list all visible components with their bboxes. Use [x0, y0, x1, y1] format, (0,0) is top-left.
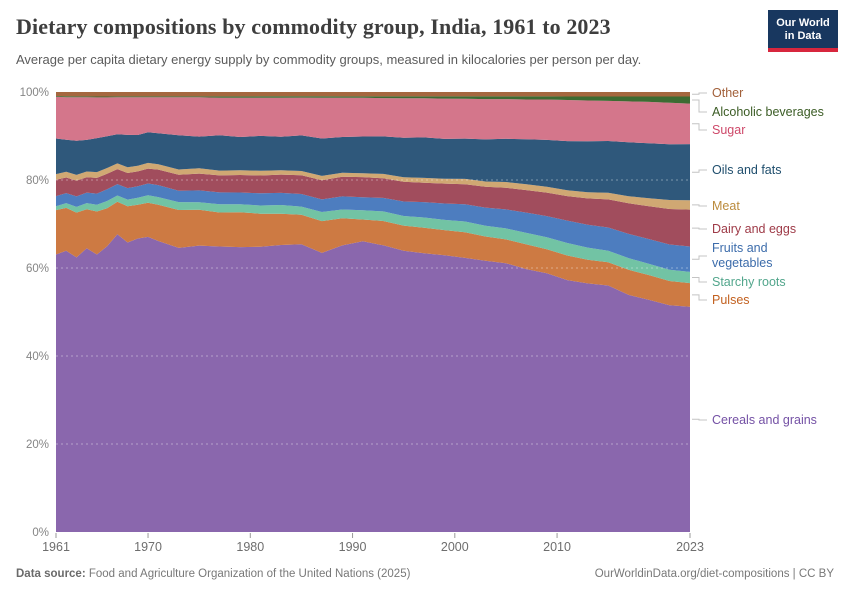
chart-subtitle: Average per capita dietary energy supply… [16, 52, 642, 67]
x-axis-label-2010: 2010 [543, 540, 571, 554]
legend-item-other[interactable]: Other [712, 85, 744, 100]
legend-connector-sugar [692, 123, 707, 131]
data-source-text: Food and Agriculture Organization of the… [85, 568, 411, 580]
area-cereals[interactable] [56, 234, 690, 533]
legend-item-pulses[interactable]: Pulses [712, 292, 750, 307]
area-sugar[interactable] [56, 96, 690, 145]
owid-logo-line1: Our World [776, 17, 830, 29]
x-axis-label-1980: 1980 [236, 540, 264, 554]
legend-item-meat[interactable]: Meat [712, 198, 740, 213]
legend-connector-alcohol [692, 99, 707, 113]
legend-connector-starchy [692, 277, 707, 283]
area-meat[interactable] [56, 162, 690, 210]
legend-connector-other [692, 92, 707, 95]
area-alcohol[interactable] [56, 96, 690, 104]
area-other[interactable] [56, 92, 690, 97]
y-axis-label-100: 100% [20, 87, 49, 99]
legend-connector-cereals [692, 418, 707, 421]
owid-logo[interactable]: Our World in Data [768, 10, 838, 52]
y-axis-label-60: 60% [26, 263, 49, 275]
y-axis-label-20: 20% [26, 439, 49, 451]
legend-item-sugar[interactable]: Sugar [712, 122, 746, 137]
area-fruitsveg[interactable] [56, 183, 690, 272]
legend-item-fruitsveg[interactable]: Fruits and vegetables [712, 241, 773, 270]
stacked-area-chart: 0% 20% 40% 60% 80% 100% 1961 1970 1980 1990 2000 20… [20, 87, 707, 554]
area-oils[interactable] [56, 132, 690, 201]
y-axis-label-40: 40% [26, 351, 49, 363]
page-title: Dietary compositions by commodity group,… [16, 14, 611, 39]
x-axis-label-1961: 1961 [42, 540, 70, 554]
data-source: Data source: Food and Agriculture Organi… [16, 568, 410, 580]
legend-connector-meat [692, 204, 707, 207]
legend-item-cereals[interactable]: Cereals and grains [712, 412, 817, 427]
x-axis-label-2023: 2023 [676, 540, 704, 554]
y-axis-label-0: 0% [32, 527, 49, 539]
owid-logo-line2: in Data [784, 30, 822, 42]
legend-connector-dairy [692, 227, 707, 230]
area-pulses[interactable] [56, 201, 690, 307]
legend-connector-fruitsveg [692, 255, 707, 260]
chart-footer: Data source: Food and Agriculture Organi… [16, 568, 834, 580]
area-dairy[interactable] [56, 168, 690, 247]
legend-item-dairy[interactable]: Dairy and eggs [712, 221, 797, 236]
credit-link[interactable]: OurWorldinData.org/diet-compositions | C… [594, 568, 834, 580]
x-axis-label-1970: 1970 [134, 540, 162, 554]
y-axis-label-80: 80% [26, 175, 49, 187]
area-starchy[interactable] [56, 195, 690, 284]
legend-connector-pulses [692, 294, 707, 301]
legend-item-alcohol[interactable]: Alcoholic beverages [712, 104, 824, 119]
legend-item-starchy[interactable]: Starchy roots [712, 274, 786, 289]
legend-item-oils[interactable]: Oils and fats [712, 162, 782, 177]
x-axis-label-2000: 2000 [441, 540, 469, 554]
data-source-label: Data source: [16, 568, 86, 580]
x-axis-label-1990: 1990 [339, 540, 367, 554]
legend-connector-oils [692, 169, 707, 173]
